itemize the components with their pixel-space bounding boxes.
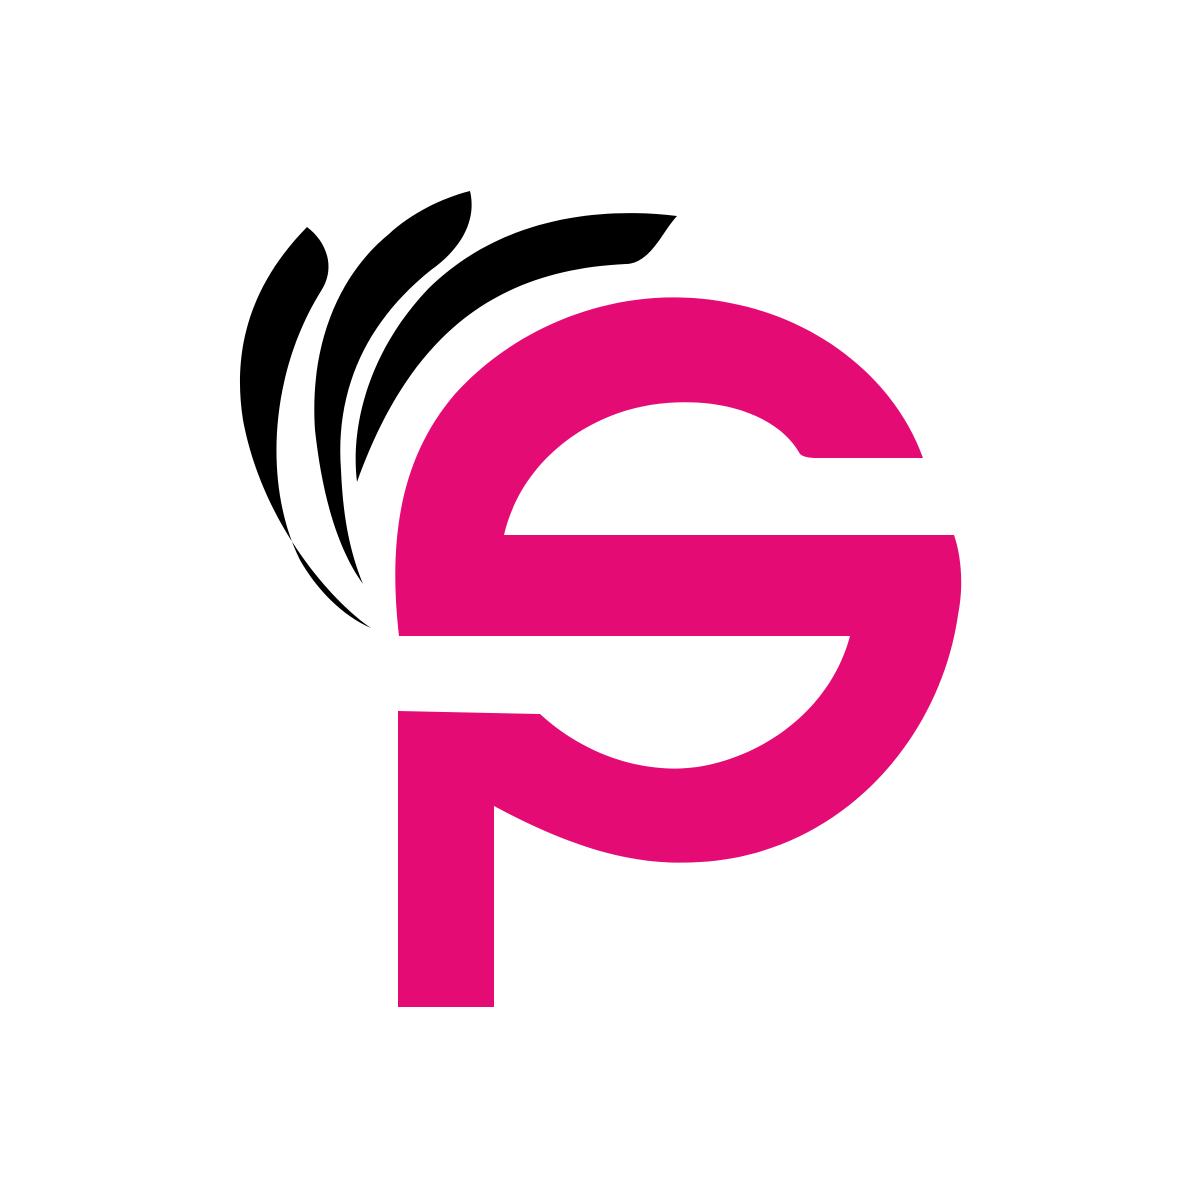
swoosh-outer-icon	[239, 227, 371, 628]
swooshes-group	[239, 191, 677, 628]
swoosh-middle-icon	[314, 191, 472, 584]
swoosh-inner-icon	[355, 213, 677, 482]
sp-monogram-icon	[395, 297, 962, 1008]
